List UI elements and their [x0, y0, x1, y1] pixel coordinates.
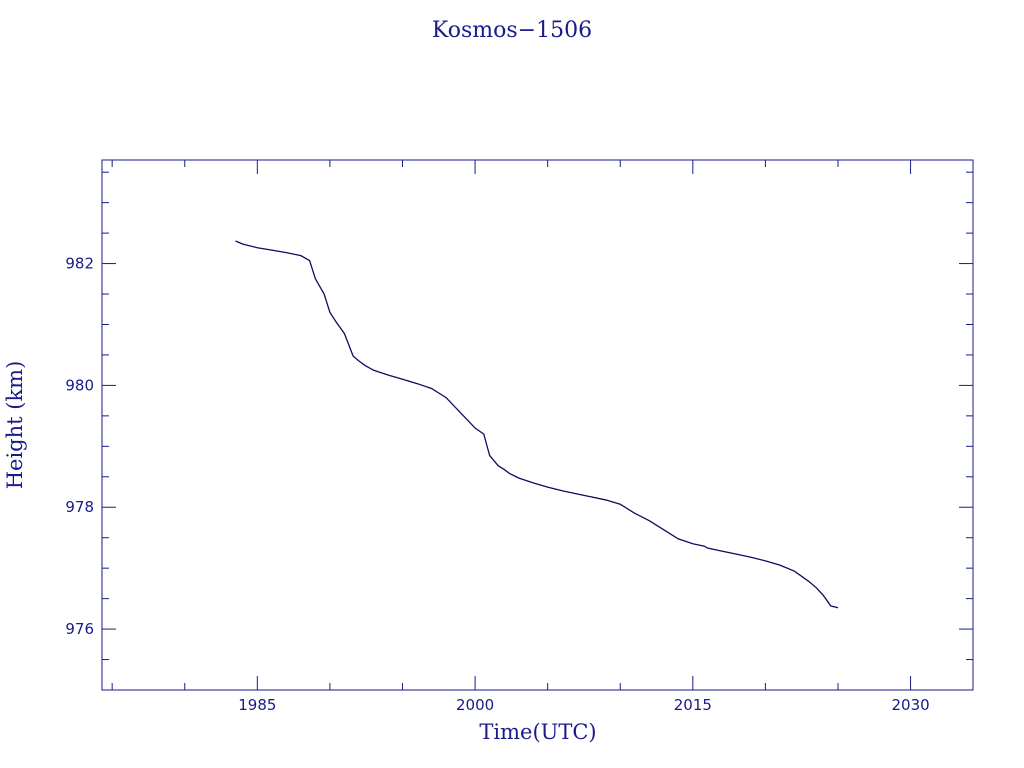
- series-line: [235, 240, 839, 609]
- y-tick-label: 980: [65, 376, 94, 394]
- tick-labels: 1985 2000 2015 2030 976 978 980 982: [65, 255, 929, 714]
- x-axis-label: Time(UTC): [479, 720, 596, 744]
- x-tick-label: 1985: [238, 696, 276, 714]
- axis-ticks: [102, 160, 973, 691]
- y-tick-label: 976: [65, 620, 94, 638]
- x-tick-label: 2030: [891, 696, 929, 714]
- x-tick-label: 2000: [456, 696, 494, 714]
- chart-title: Kosmos−1506: [432, 18, 592, 43]
- y-tick-label: 982: [65, 255, 94, 273]
- plot-frame: [101, 159, 974, 691]
- x-tick-label: 2015: [674, 696, 712, 714]
- y-tick-label: 978: [65, 498, 94, 516]
- y-axis-label: Height (km): [3, 361, 27, 490]
